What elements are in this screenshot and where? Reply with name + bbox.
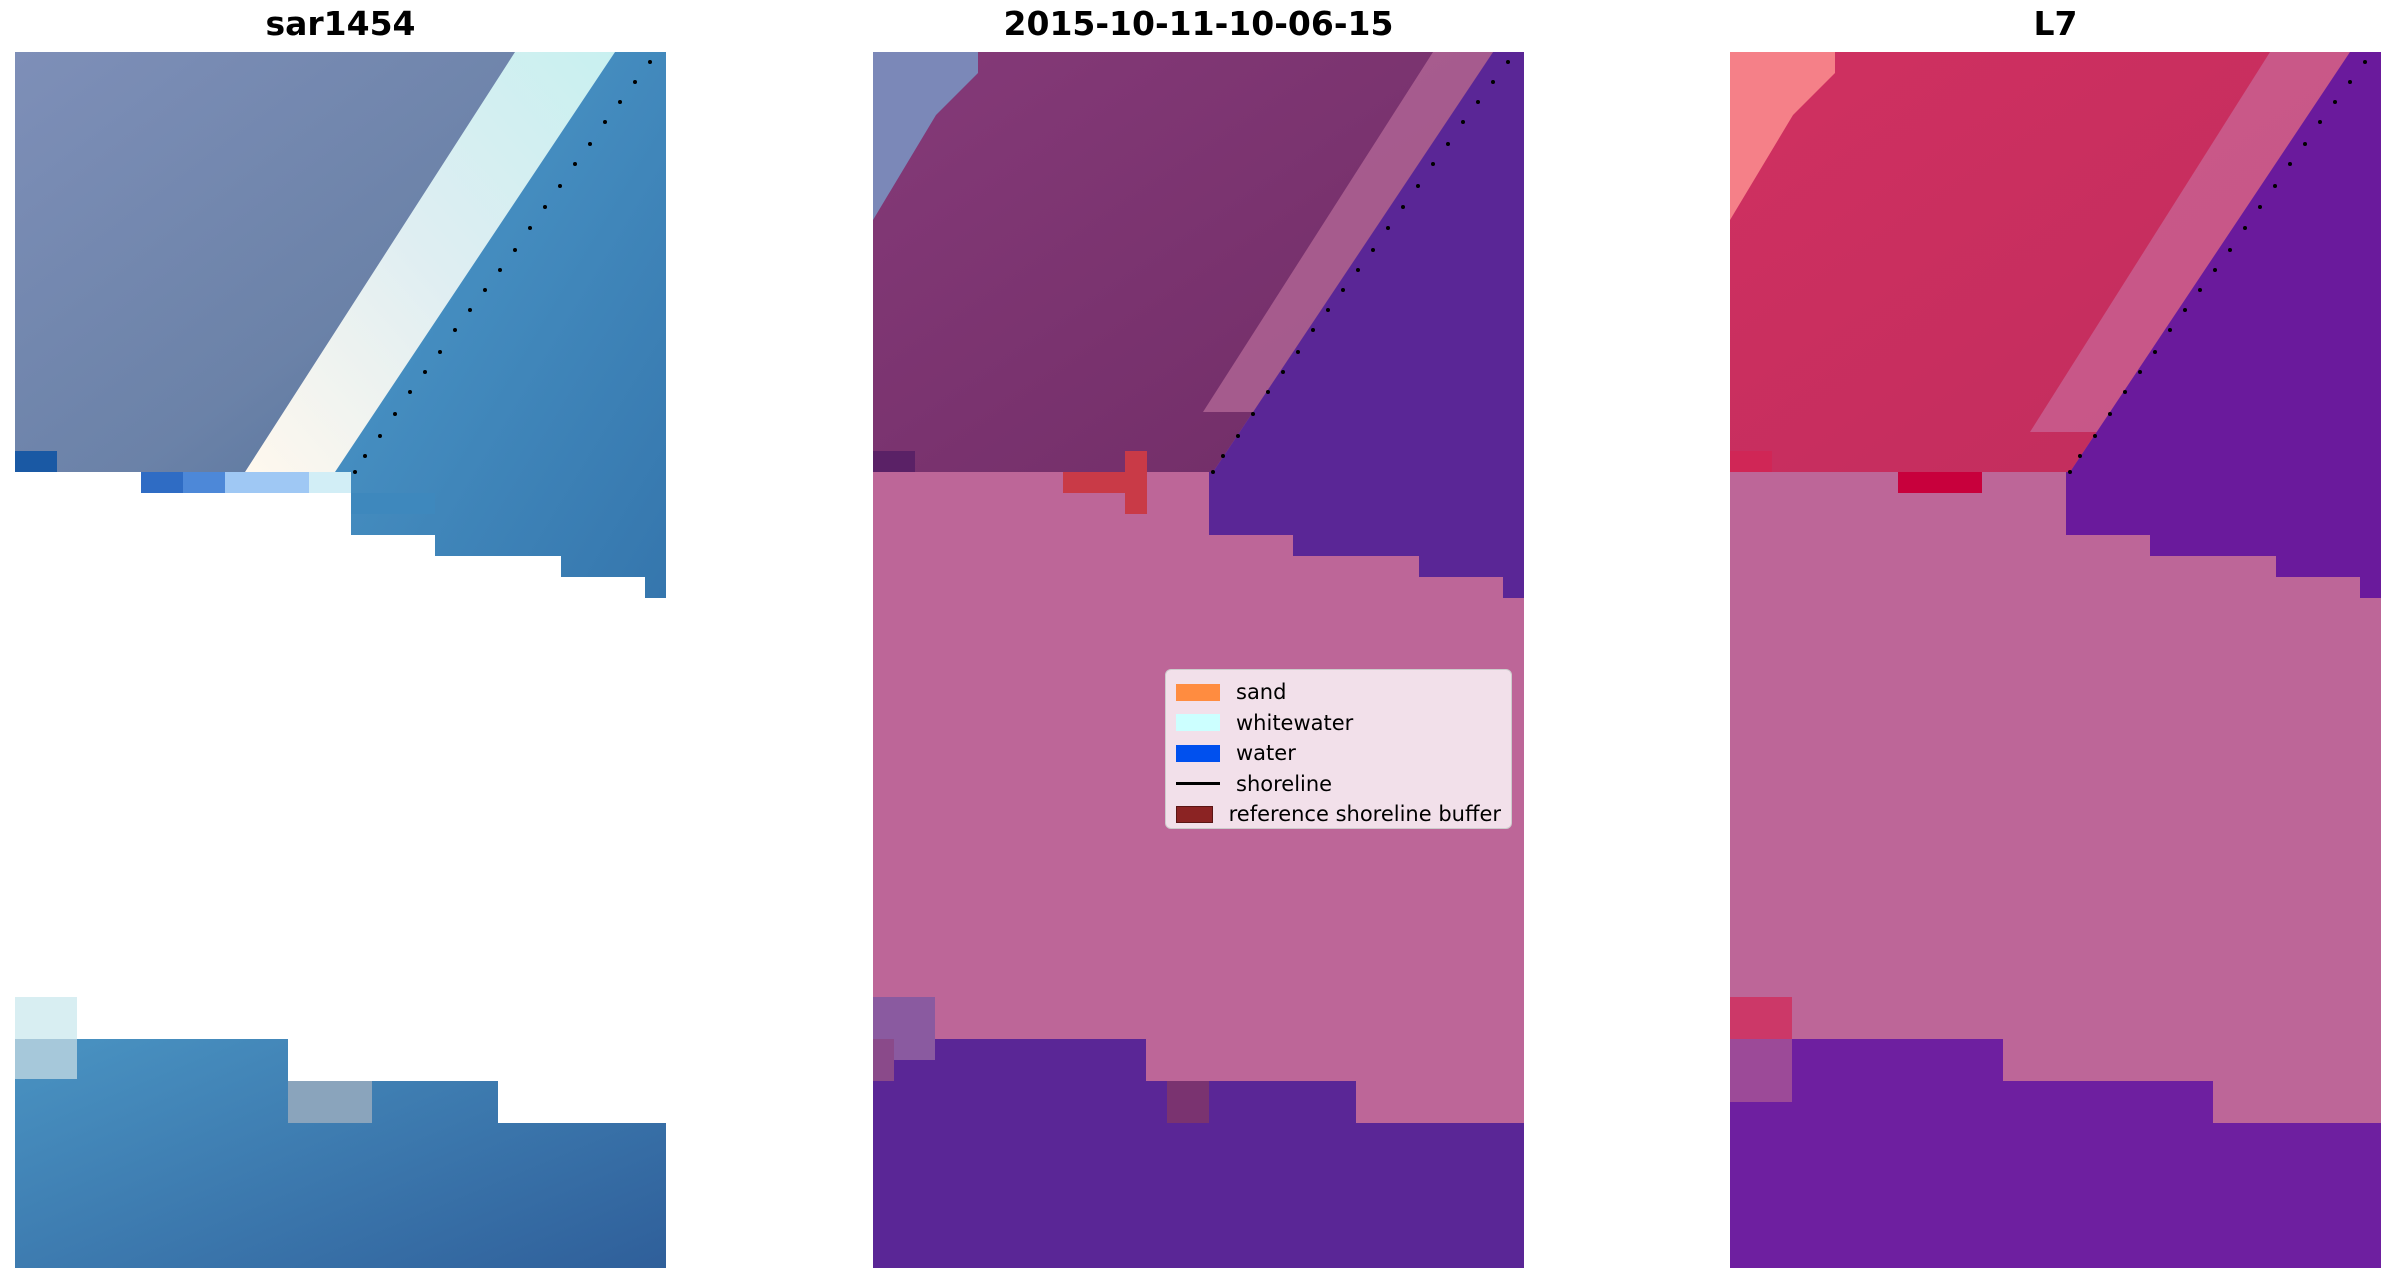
rgb-sea-area <box>335 52 666 598</box>
classified-buffer-2 <box>1125 451 1147 514</box>
sand-swatch <box>1176 683 1220 701</box>
mndwi-image-panel <box>1730 52 2381 1268</box>
classified-shoreline <box>1211 60 1510 474</box>
title-classified: 2015-10-11-10-06-15 <box>1003 4 1394 43</box>
mndwi-lower-water <box>1730 1039 2381 1268</box>
rgb-image-panel <box>15 52 666 1268</box>
legend-item-reference-buffer: reference shoreline buffer <box>1176 799 1501 830</box>
title-rgb: sar1454 <box>265 4 416 43</box>
mndwi-shoreline <box>2068 60 2367 474</box>
water-swatch <box>1176 744 1220 762</box>
mndwi-water <box>2066 52 2381 598</box>
rgb-lower-area <box>15 997 666 1268</box>
legend-item-water: water <box>1176 738 1501 769</box>
shoreline-swatch <box>1176 782 1220 786</box>
mndwi-land-corner <box>1730 52 1835 220</box>
classified-image-panel <box>873 52 1524 1268</box>
classified-land <box>873 52 1493 472</box>
legend-item-shoreline: shoreline <box>1176 769 1501 800</box>
whitewater-swatch <box>1176 714 1220 732</box>
classified-water <box>1209 52 1524 598</box>
rgb-whitewater-band <box>245 52 615 472</box>
rgb-edge-water-1 <box>15 451 57 472</box>
classified-land-corner <box>873 52 978 220</box>
rgb-shoreline <box>353 60 652 474</box>
classified-lower-water <box>873 1039 1524 1268</box>
reference-buffer-swatch <box>1176 805 1213 823</box>
legend-item-whitewater: whitewater <box>1176 708 1501 739</box>
legend: sand whitewater water shoreline referenc… <box>1165 669 1512 829</box>
legend-item-sand: sand <box>1176 677 1501 708</box>
title-mndwi: L7 <box>2033 4 2078 43</box>
rgb-land-area <box>15 52 575 472</box>
mndwi-land <box>1730 52 2350 472</box>
